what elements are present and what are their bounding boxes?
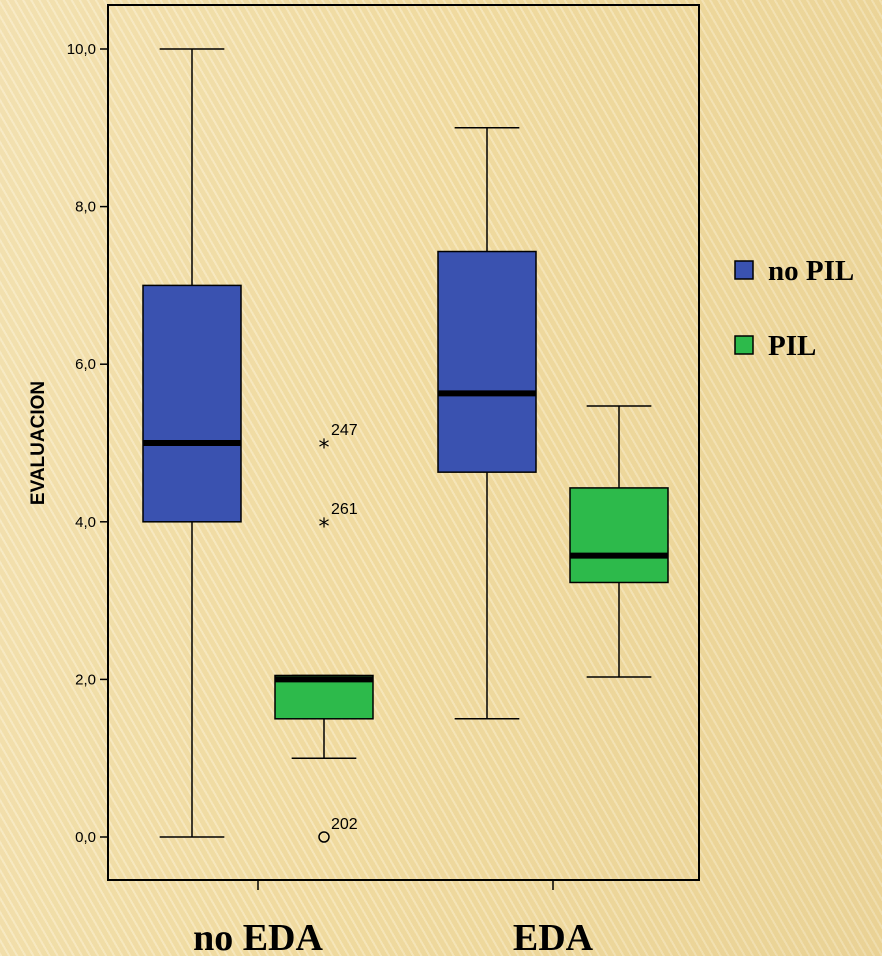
box-1-1 (569, 405, 669, 678)
y-tick-label: 0,0 (75, 829, 96, 846)
box-body (142, 284, 242, 523)
box-body (569, 487, 669, 584)
plot-frame (107, 4, 700, 881)
outlier-label: 247 (331, 422, 358, 439)
y-tick-label: 8,0 (75, 199, 96, 216)
outlier-star-marker: * (319, 436, 330, 461)
box-body (437, 250, 537, 473)
box-0-1 (437, 127, 537, 720)
outlier-label: 202 (331, 816, 358, 833)
x-category-label: no EDA (193, 917, 323, 956)
y-tick-label: 4,0 (75, 514, 96, 531)
y-tick-label: 2,0 (75, 671, 96, 688)
legend-swatch (734, 335, 754, 355)
y-tick-label: 10,0 (67, 41, 96, 58)
x-category-label: EDA (513, 917, 594, 956)
legend: no PIL PIL (734, 255, 854, 362)
y-axis: 0,0 2,0 4,0 6,0 8,0 10,0 (67, 41, 108, 846)
legend-label: PIL (768, 330, 816, 362)
legend-swatch (734, 260, 754, 280)
y-axis-label: EVALUACION (28, 381, 49, 505)
legend-label: no PIL (768, 255, 854, 287)
outlier-circle-marker (318, 831, 330, 843)
y-tick-label: 6,0 (75, 356, 96, 373)
box-0-0 (142, 48, 242, 838)
outlier-star-marker: * (319, 515, 330, 540)
x-axis: no EDA EDA (193, 880, 594, 956)
outlier-label: 261 (331, 501, 358, 518)
box-body (274, 674, 374, 720)
